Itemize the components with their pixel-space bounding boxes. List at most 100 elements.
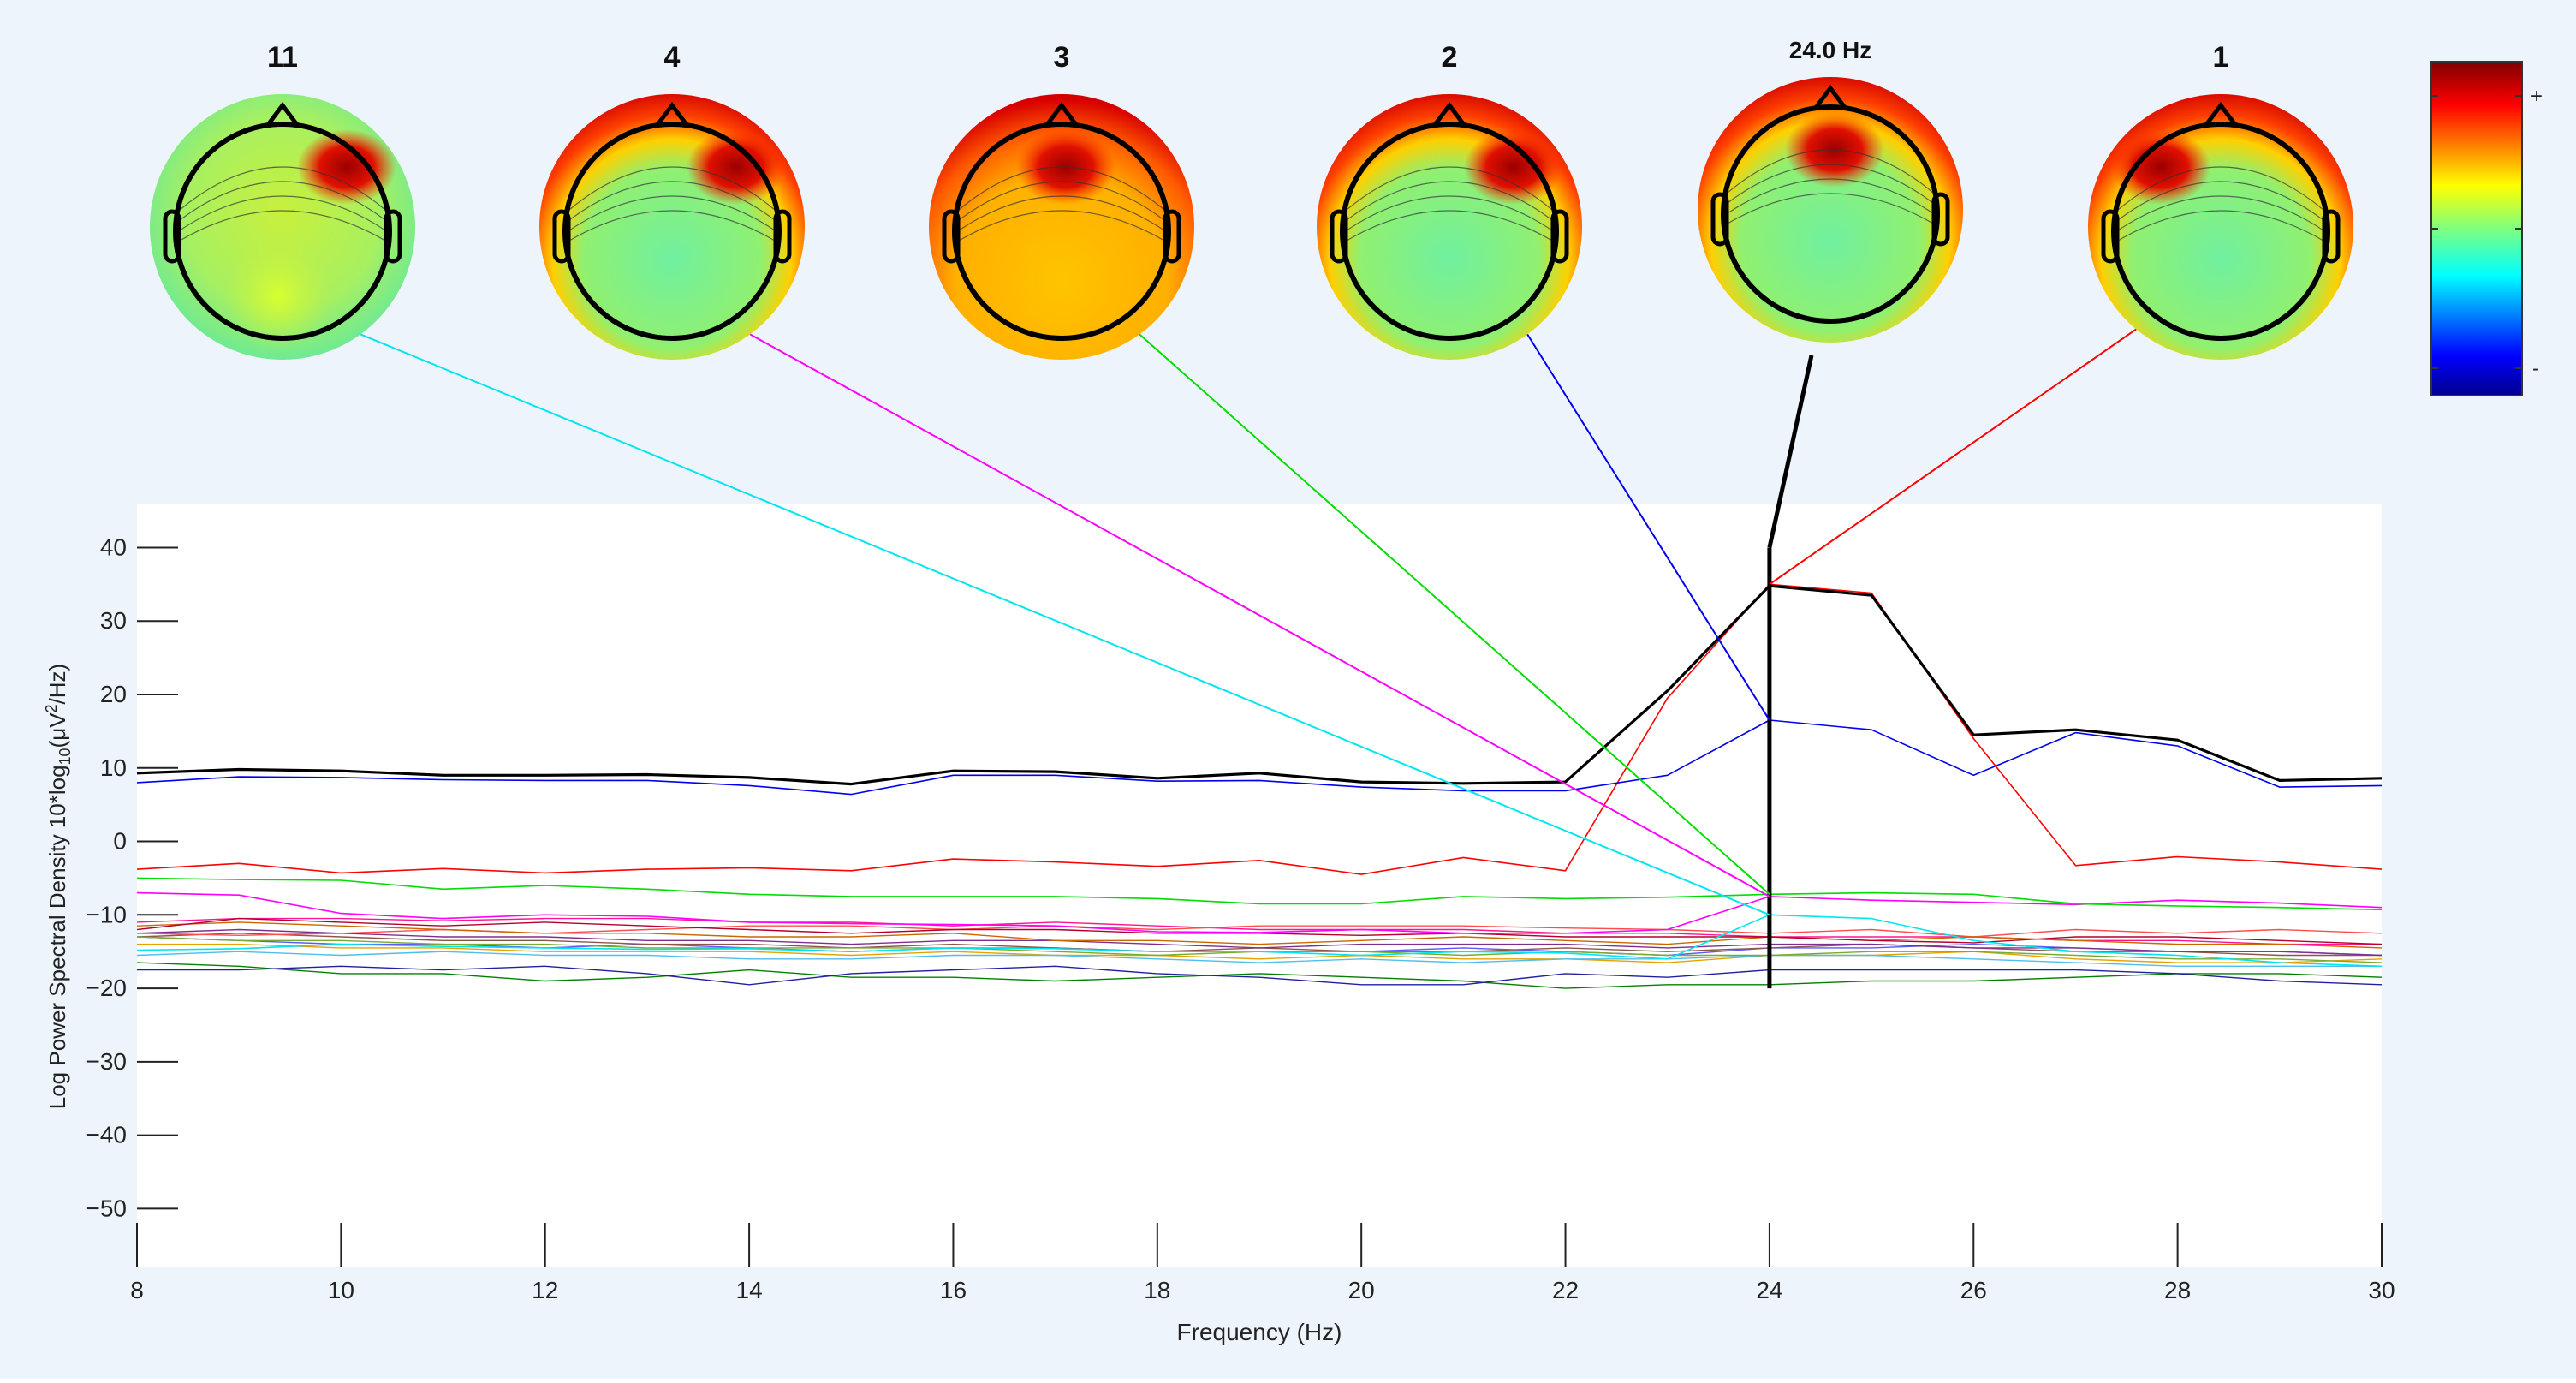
x-tick-label: 20 (1348, 1277, 1375, 1303)
component-line-4 (137, 891, 2382, 934)
topomap-connector-6 (1769, 328, 2137, 586)
colorbar-scale (2430, 61, 2523, 396)
contour-line (1727, 149, 1934, 194)
topomap-connector-5 (1767, 355, 1814, 548)
contour-line (2117, 181, 2324, 221)
left-ear (942, 209, 961, 264)
left-ear (552, 209, 571, 264)
right-ear (1550, 209, 1569, 264)
nose (1044, 101, 1079, 128)
contour-line (1346, 181, 1553, 221)
left-ear (2101, 209, 2120, 264)
scalp-map (1698, 77, 1963, 343)
topomap-2: 4 (539, 41, 805, 360)
component-line-8 (137, 928, 2382, 957)
scalp-map (2088, 94, 2353, 360)
contour-line (568, 210, 776, 241)
right-ear (773, 209, 792, 264)
left-ear (1710, 192, 1729, 247)
contour-line (958, 166, 1165, 211)
topomap-title: 2 (1442, 41, 1458, 74)
left-ear (163, 209, 181, 264)
right-ear (1163, 209, 1181, 264)
y-tick-label: −20 (86, 975, 128, 1001)
right-ear (1931, 192, 1950, 247)
x-tick-label: 14 (736, 1277, 763, 1303)
x-tick-label: 8 (130, 1277, 144, 1303)
y-tick-label: 40 (100, 534, 127, 560)
axes-background (137, 504, 2382, 1267)
component-line-10 (137, 951, 2382, 968)
topomap-connectors (360, 328, 2137, 916)
x-tick-label: 12 (532, 1277, 558, 1303)
topomap-row: 11 4 3 2 24.0 Hz 1 (150, 37, 2353, 360)
nose (655, 101, 689, 128)
envelope-line (137, 584, 2382, 786)
x-tick-label: 30 (2368, 1277, 2395, 1303)
scalp-map (1317, 94, 1582, 360)
head-outline (173, 122, 392, 341)
nose (2204, 101, 2238, 128)
x-tick-label: 16 (940, 1277, 967, 1303)
contour-line (179, 181, 386, 221)
y-tick-label: −10 (86, 901, 128, 927)
contour-line (179, 195, 386, 231)
topomap-title: 11 (267, 41, 298, 74)
component-line-13 (137, 943, 2382, 963)
contour-line (179, 210, 386, 241)
component-line-1 (137, 719, 2382, 796)
axis-ticks (136, 546, 2383, 1267)
scalp-map (929, 94, 1194, 360)
y-tick-label: 30 (100, 607, 127, 634)
contour-line (958, 181, 1165, 221)
y-tick-label: −30 (86, 1048, 128, 1075)
contour-line (1346, 166, 1553, 211)
component-line-3 (137, 877, 2382, 911)
map-blob (225, 240, 331, 351)
topomap-title: 24.0 Hz (1789, 37, 1872, 63)
map-hot-spot (1464, 129, 1563, 205)
colorbar: + - (2430, 61, 2543, 396)
contour-line (2117, 195, 2324, 231)
component-line-7 (137, 921, 2382, 949)
contour-line (1727, 164, 1934, 204)
left-ear (1330, 209, 1348, 264)
contour-line (568, 166, 776, 211)
component-line-2 (137, 583, 2382, 875)
y-tick-label: −40 (86, 1122, 128, 1148)
topomap-connector-2 (749, 333, 1770, 897)
nose (1813, 84, 1847, 110)
component-line-14 (137, 965, 2382, 986)
topomap-4: 2 (1317, 41, 1582, 360)
topomap-6: 1 (2088, 41, 2353, 360)
topomap-5: 24.0 Hz (1698, 37, 1963, 343)
y-tick-label: 10 (100, 754, 127, 781)
head-outline (562, 122, 782, 341)
x-tick-label: 22 (1552, 1277, 1579, 1303)
head-outline (952, 122, 1171, 341)
head-outline (1340, 122, 1559, 341)
contour-line (958, 210, 1165, 241)
component-line-5 (137, 914, 2382, 968)
y-axis-label: Log Power Spectral Density 10*log10(μV2/… (43, 664, 74, 1109)
right-ear (384, 209, 402, 264)
component-line-15 (137, 962, 2382, 989)
y-tick-labels: −50 −40 −30 −20 −10 0 10 20 30 40 (86, 534, 128, 1221)
x-tick-label: 10 (328, 1277, 354, 1303)
head-outline (2111, 122, 2330, 341)
contour-line (2117, 210, 2324, 241)
contour-line (1346, 195, 1553, 231)
topomap-connector-4 (1526, 333, 1770, 721)
x-tick-label: 28 (2164, 1277, 2191, 1303)
contour-line (179, 166, 386, 211)
topomap-connector-3 (1139, 333, 1770, 896)
contour-line (958, 195, 1165, 231)
colorbar-plus-label: + (2531, 85, 2543, 108)
nose (1432, 101, 1466, 128)
component-line-6 (137, 917, 2382, 945)
y-tick-label: 0 (113, 828, 127, 855)
y-tick-label: −50 (86, 1195, 128, 1221)
spectrum-series (137, 583, 2382, 989)
contour-line (1346, 210, 1553, 241)
